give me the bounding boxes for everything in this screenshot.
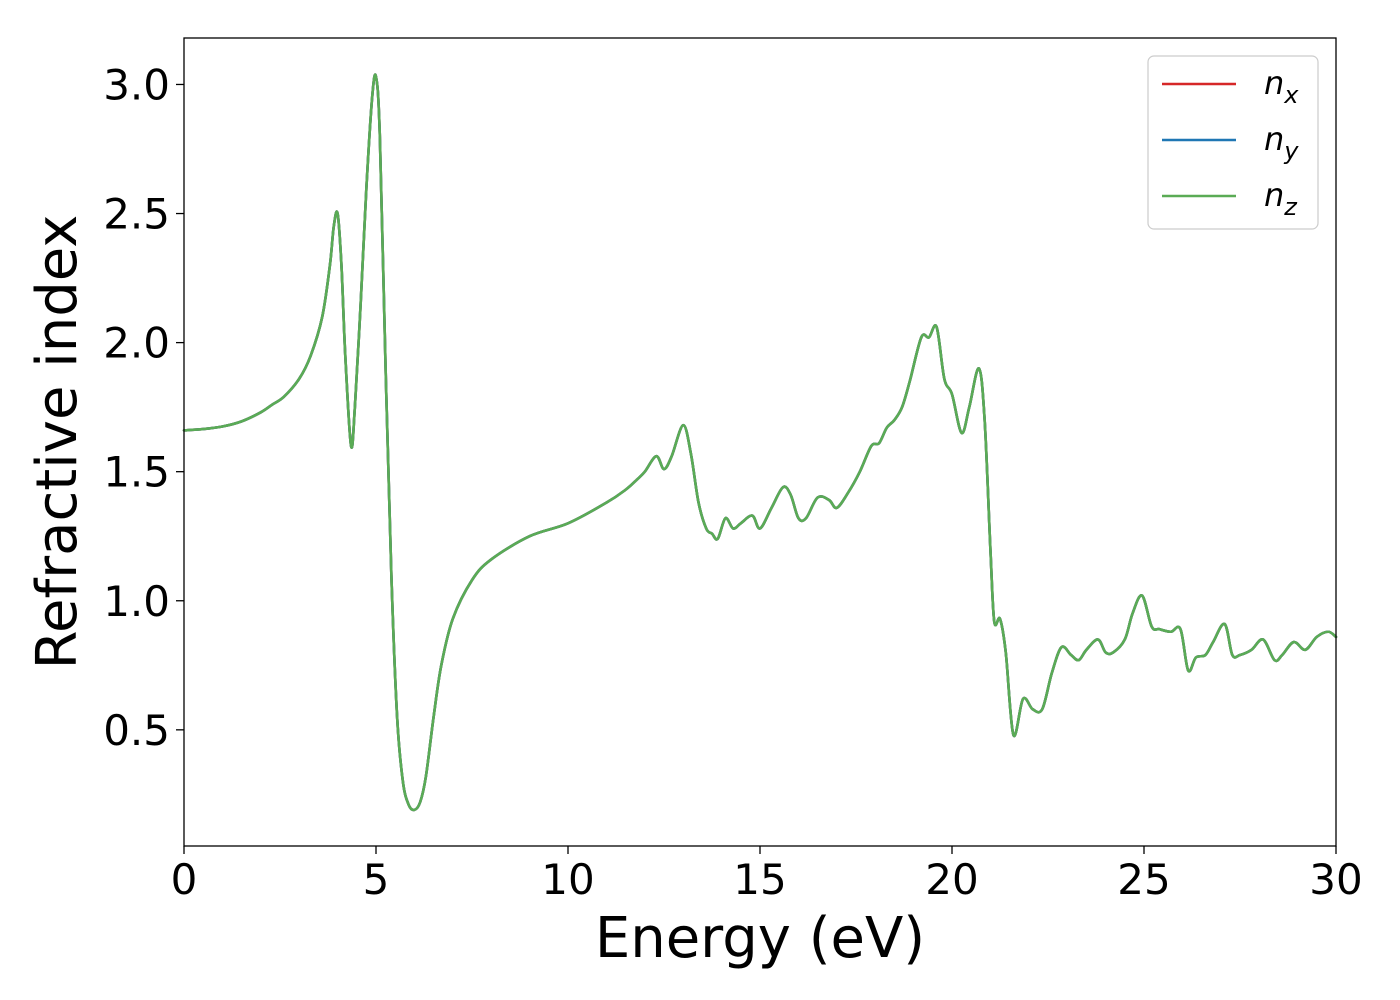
series-line-z	[182, 73, 1338, 812]
x-axis-ticks: 0 5 10 15 20 25 30	[171, 846, 1363, 904]
series-layer	[182, 73, 1338, 812]
y-tick-label: 2.0	[103, 319, 170, 368]
x-tick-label: 15	[733, 855, 786, 904]
x-tick-label: 30	[1309, 855, 1362, 904]
y-tick-label: 0.5	[103, 706, 170, 755]
y-axis-ticks: 0.5 1.0 1.5 2.0 2.5 3.0	[103, 60, 184, 755]
x-tick-label: 0	[171, 855, 198, 904]
x-tick-label: 20	[925, 855, 978, 904]
y-tick-label: 2.5	[103, 190, 170, 239]
x-tick-label: 5	[363, 855, 390, 904]
y-tick-label: 1.5	[103, 448, 170, 497]
y-tick-label: 1.0	[103, 577, 170, 626]
x-tick-label: 25	[1117, 855, 1170, 904]
x-tick-label: 10	[541, 855, 594, 904]
y-axis-title: Refractive index	[25, 215, 90, 670]
legend-box	[1147, 55, 1319, 230]
x-axis-title: Energy (eV)	[595, 906, 925, 971]
y-tick-label: 3.0	[103, 60, 170, 109]
